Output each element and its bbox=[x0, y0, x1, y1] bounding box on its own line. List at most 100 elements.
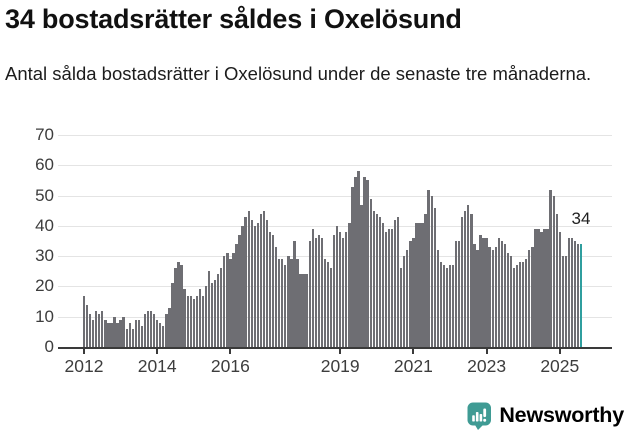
x-axis-label: 2025 bbox=[540, 356, 580, 376]
bar bbox=[326, 262, 330, 347]
bar bbox=[503, 244, 507, 347]
bar bbox=[284, 265, 287, 347]
y-axis-label: 0 bbox=[44, 337, 54, 356]
bar bbox=[186, 295, 189, 347]
bar bbox=[189, 295, 192, 347]
bar bbox=[412, 237, 415, 347]
page-subtitle: Antal sålda bostadsrätter i Oxelösund un… bbox=[5, 63, 592, 84]
bar-highlighted bbox=[579, 244, 583, 347]
x-axis-label: 2021 bbox=[393, 356, 433, 376]
bar-chart-speech-bubble-icon bbox=[467, 401, 492, 430]
bar bbox=[159, 322, 162, 347]
bar bbox=[421, 222, 424, 347]
x-axis-tick bbox=[83, 349, 85, 354]
bar bbox=[549, 189, 552, 347]
bar bbox=[195, 295, 199, 347]
bar bbox=[393, 219, 397, 347]
bar bbox=[415, 222, 418, 347]
bar bbox=[522, 262, 525, 347]
bar bbox=[152, 313, 156, 347]
bar bbox=[531, 247, 534, 347]
bar bbox=[201, 295, 205, 347]
bar bbox=[226, 253, 229, 347]
bar bbox=[339, 231, 342, 347]
plot-area bbox=[58, 135, 612, 349]
bar bbox=[528, 250, 531, 347]
bar bbox=[500, 241, 504, 347]
bar bbox=[207, 271, 211, 347]
bar bbox=[232, 253, 235, 347]
bar bbox=[299, 274, 302, 347]
bar bbox=[256, 222, 260, 347]
bar bbox=[162, 325, 165, 347]
bar bbox=[296, 259, 299, 347]
bar bbox=[265, 219, 269, 347]
bar bbox=[576, 244, 580, 347]
y-axis-label: 10 bbox=[35, 306, 54, 326]
bar bbox=[448, 265, 452, 347]
bar bbox=[409, 241, 412, 347]
bar bbox=[540, 231, 543, 347]
brand-name: Newsworthy bbox=[499, 403, 624, 427]
bar bbox=[217, 274, 220, 347]
bar bbox=[537, 228, 540, 347]
bar bbox=[241, 225, 244, 347]
x-axis-label: 2014 bbox=[137, 356, 177, 376]
bar bbox=[131, 328, 134, 347]
bar-chart: 34 0 10 20 30 40 50 60 70 2012 2014 2016 2019 2021 20… bbox=[35, 125, 612, 376]
bar bbox=[305, 274, 308, 347]
bar bbox=[403, 256, 406, 347]
bar bbox=[457, 241, 461, 347]
bar bbox=[210, 283, 214, 347]
bar bbox=[332, 234, 336, 347]
bar bbox=[354, 177, 357, 347]
bar bbox=[107, 322, 110, 347]
bar bbox=[534, 228, 537, 347]
x-axis-tick bbox=[156, 349, 159, 354]
bar bbox=[573, 241, 577, 347]
bar bbox=[497, 237, 500, 347]
bar bbox=[567, 237, 571, 347]
bar bbox=[259, 213, 263, 347]
bar bbox=[113, 316, 116, 347]
bar bbox=[177, 262, 180, 347]
x-axis-tick bbox=[485, 349, 488, 354]
bar bbox=[180, 265, 183, 347]
bar bbox=[427, 189, 430, 347]
bar bbox=[476, 250, 479, 347]
bar bbox=[122, 316, 125, 347]
y-axis-label: 50 bbox=[35, 185, 54, 205]
bar bbox=[345, 231, 348, 347]
bar bbox=[317, 234, 321, 347]
bar bbox=[140, 325, 144, 347]
bar bbox=[253, 225, 256, 347]
bar bbox=[366, 180, 369, 347]
gridline bbox=[58, 135, 612, 136]
bar bbox=[506, 253, 510, 347]
bar bbox=[424, 213, 427, 347]
bar bbox=[363, 177, 366, 347]
bar bbox=[360, 204, 363, 347]
bar bbox=[461, 216, 464, 347]
x-axis-label: 2016 bbox=[210, 356, 250, 376]
bar bbox=[223, 256, 226, 347]
bar bbox=[482, 237, 485, 347]
bar bbox=[515, 265, 519, 347]
bar bbox=[491, 250, 494, 347]
bar bbox=[146, 310, 150, 347]
bar bbox=[470, 213, 473, 347]
bar bbox=[302, 274, 305, 347]
bar bbox=[213, 280, 217, 347]
bar bbox=[525, 259, 528, 347]
bar bbox=[488, 247, 491, 347]
y-axis-label: 70 bbox=[35, 125, 54, 144]
bar bbox=[268, 231, 272, 347]
bar bbox=[250, 219, 253, 347]
bar bbox=[171, 283, 174, 347]
bar bbox=[430, 195, 433, 347]
bar bbox=[183, 289, 186, 347]
bar bbox=[134, 319, 138, 347]
bar bbox=[168, 307, 171, 347]
bar bbox=[357, 171, 360, 347]
